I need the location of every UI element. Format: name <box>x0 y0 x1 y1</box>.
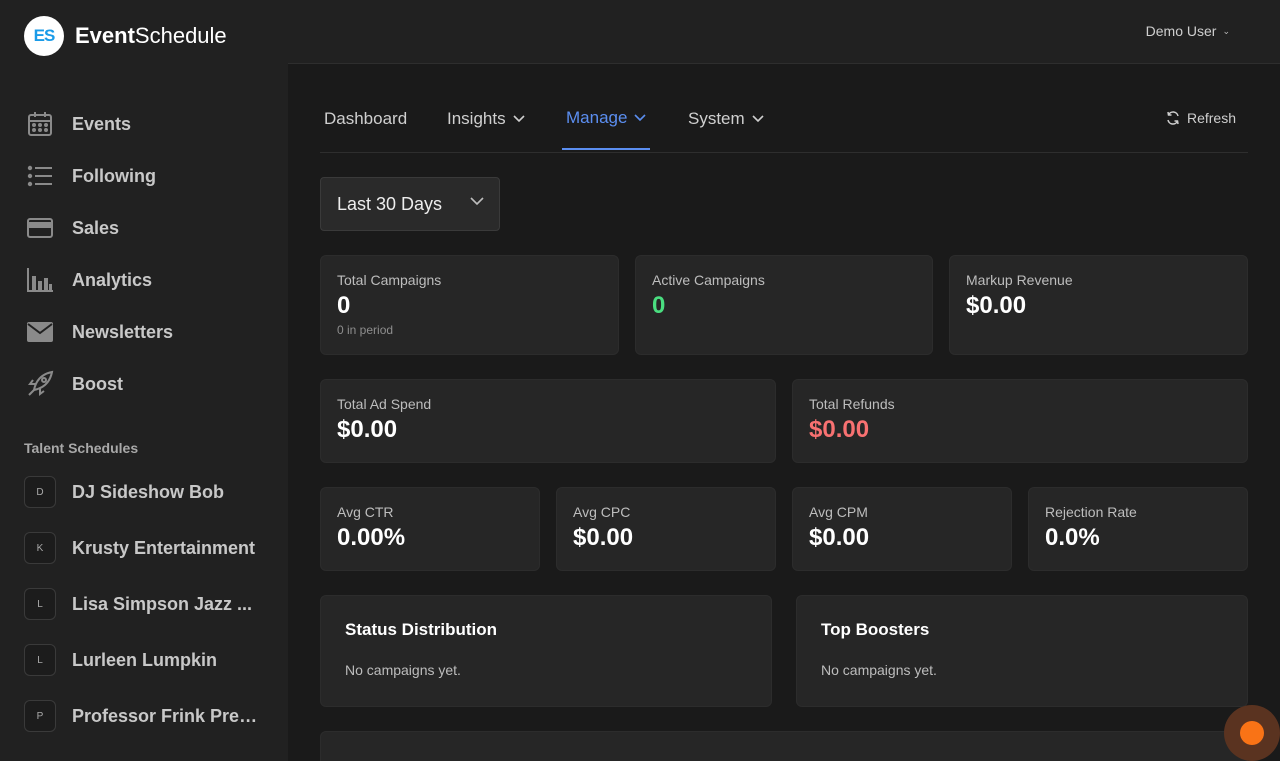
sidebar-item-events[interactable]: Events <box>0 98 288 150</box>
talent-avatar: D <box>24 476 56 508</box>
tab-label: Manage <box>566 108 628 127</box>
talent-avatar: P <box>24 700 56 732</box>
talent-label: Krusty Entertainment <box>72 537 256 558</box>
sidebar-item-newsletters[interactable]: Newsletters <box>0 306 288 358</box>
talent-label: DJ Sideshow Bob <box>72 481 225 502</box>
period-select[interactable]: Last 30 Days <box>320 177 500 231</box>
sidebar-item-analytics[interactable]: Analytics <box>0 254 288 306</box>
empty-state-text: No campaigns yet. <box>345 662 461 678</box>
sidebar-item-label: Following <box>72 165 156 186</box>
tab-manage[interactable]: Manage <box>562 88 651 150</box>
tab-label: Dashboard <box>324 109 408 128</box>
stat-value: 0.00% <box>337 524 406 551</box>
sidebar: ES EventSchedule Events Following <box>0 0 288 761</box>
sidebar-item-sales[interactable]: Sales <box>0 202 288 254</box>
tab-system[interactable]: System <box>684 88 768 150</box>
user-menu[interactable]: Demo User ⌄ <box>1146 23 1230 39</box>
sidebar-item-following[interactable]: Following <box>0 150 288 202</box>
chevron-down-icon <box>752 115 764 123</box>
stat-card-total-ad-spend: Total Ad Spend $0.00 <box>320 379 776 463</box>
refresh-button[interactable]: Refresh <box>1166 110 1236 126</box>
stat-title: Rejection Rate <box>1045 504 1137 520</box>
sidebar-nav: Events Following Sales Analytics <box>0 98 288 410</box>
talent-item[interactable]: P Professor Frink Pres... <box>0 688 288 744</box>
bar-chart-icon <box>27 268 53 292</box>
chevron-down-icon <box>470 197 484 206</box>
empty-state-text: No campaigns yet. <box>821 662 937 678</box>
talent-schedules-heading: Talent Schedules <box>24 440 139 456</box>
tab-bar: Dashboard Insights Manage System Refresh <box>320 88 1248 153</box>
talent-label: Lurleen Lumpkin <box>72 649 218 670</box>
tab-label: Insights <box>447 109 506 128</box>
stat-card-markup-revenue: Markup Revenue $0.00 <box>949 255 1248 355</box>
stat-card-rejection-rate: Rejection Rate 0.0% <box>1028 487 1248 571</box>
stat-title: Total Refunds <box>809 396 895 412</box>
stat-card-avg-cpm: Avg CPM $0.00 <box>792 487 1012 571</box>
chevron-down-icon <box>634 114 647 122</box>
stat-title: Active Campaigns <box>652 272 765 288</box>
tab-insights[interactable]: Insights <box>443 88 529 150</box>
talent-avatar: L <box>24 588 56 620</box>
brand[interactable]: ES EventSchedule <box>24 16 227 56</box>
credit-card-icon <box>27 218 53 238</box>
talent-item[interactable]: L Lisa Simpson Jazz ... <box>0 576 288 632</box>
stat-value: 0 <box>652 292 666 319</box>
stat-value: $0.00 <box>337 416 398 443</box>
stat-subtext: 0 in period <box>337 323 394 337</box>
talent-label: Lisa Simpson Jazz ... <box>72 593 253 614</box>
stat-title: Total Campaigns <box>337 272 442 288</box>
stat-value: $0.00 <box>966 292 1027 319</box>
stat-title: Avg CTR <box>337 504 394 520</box>
stat-value: 0 <box>337 292 351 319</box>
top-bar: Demo User ⌄ <box>288 0 1280 64</box>
stat-title: Markup Revenue <box>966 272 1073 288</box>
stat-card-total-campaigns: Total Campaigns 0 0 in period <box>320 255 619 355</box>
stat-value: $0.00 <box>809 416 870 443</box>
tab-dashboard[interactable]: Dashboard <box>320 88 411 150</box>
stat-card-active-campaigns: Active Campaigns 0 <box>635 255 933 355</box>
panel-title: Status Distribution <box>345 620 498 639</box>
tab-label: System <box>688 109 745 128</box>
user-name: Demo User <box>1145 23 1217 39</box>
chevron-down-icon: ⌄ <box>1222 25 1230 36</box>
stat-title: Total Ad Spend <box>337 396 432 412</box>
chevron-down-icon <box>513 115 525 123</box>
sidebar-item-boost[interactable]: Boost <box>0 358 288 410</box>
stat-card-avg-ctr: Avg CTR 0.00% <box>320 487 540 571</box>
sidebar-item-label: Boost <box>72 373 123 394</box>
talent-item[interactable]: L Lurleen Lumpkin <box>0 632 288 688</box>
list-icon <box>27 165 52 187</box>
stat-value: $0.00 <box>573 524 634 551</box>
sidebar-item-label: Sales <box>72 217 120 238</box>
brand-logo: ES <box>24 16 64 56</box>
calendar-icon <box>28 112 52 136</box>
sidebar-item-label: Newsletters <box>72 321 174 342</box>
stat-title: Avg CPM <box>809 504 868 520</box>
stat-title: Avg CPC <box>573 504 631 520</box>
envelope-icon <box>27 322 53 342</box>
next-panel <box>320 731 1248 761</box>
talent-item[interactable]: K Krusty Entertainment <box>0 520 288 576</box>
talent-avatar: L <box>24 644 56 676</box>
talent-avatar: K <box>24 532 56 564</box>
brand-name: EventSchedule <box>75 23 227 48</box>
refresh-icon <box>1167 111 1179 125</box>
floating-action-button[interactable] <box>1224 705 1280 761</box>
sidebar-item-label: Analytics <box>72 269 153 290</box>
panel-title: Top Boosters <box>821 620 930 639</box>
refresh-label: Refresh <box>1186 110 1236 126</box>
talent-label: Professor Frink Pres... <box>72 705 262 726</box>
talent-list: D DJ Sideshow Bob K Krusty Entertainment… <box>0 464 288 744</box>
rocket-icon <box>28 370 54 396</box>
stat-card-avg-cpc: Avg CPC $0.00 <box>556 487 776 571</box>
stat-value: 0.0% <box>1045 524 1100 551</box>
talent-item[interactable]: D DJ Sideshow Bob <box>0 464 288 520</box>
period-value: Last 30 Days <box>337 193 443 214</box>
status-dot-icon <box>1240 721 1264 745</box>
top-boosters-panel: Top Boosters No campaigns yet. <box>796 595 1248 707</box>
sidebar-item-label: Events <box>72 113 132 134</box>
stat-value: $0.00 <box>809 524 870 551</box>
stat-card-total-refunds: Total Refunds $0.00 <box>792 379 1248 463</box>
status-distribution-panel: Status Distribution No campaigns yet. <box>320 595 772 707</box>
